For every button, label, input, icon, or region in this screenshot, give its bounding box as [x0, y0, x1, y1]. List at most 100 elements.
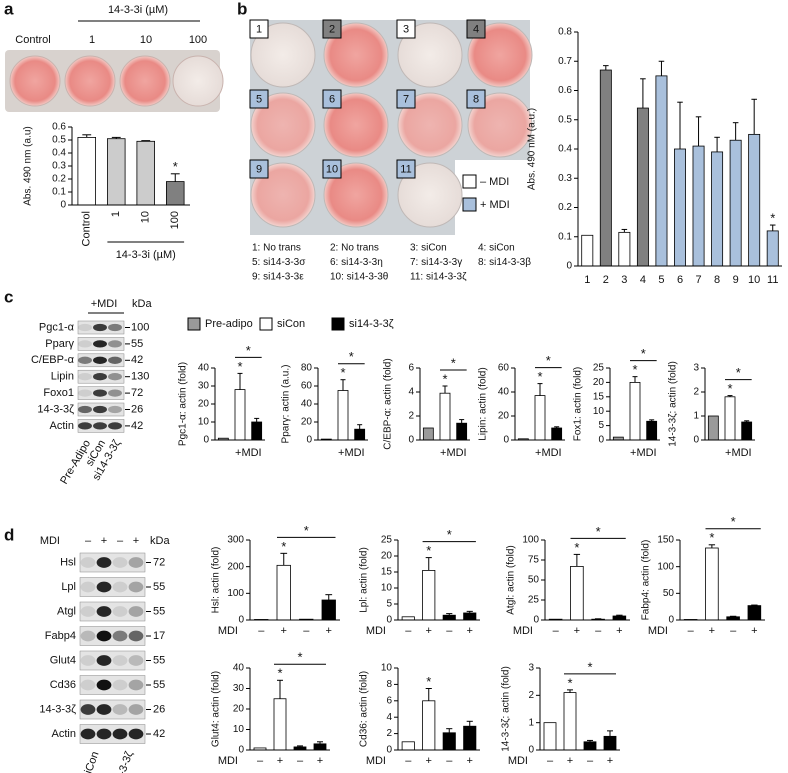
well — [64, 55, 116, 107]
y-tick-label: 20 — [498, 411, 510, 422]
bar — [251, 421, 263, 441]
y-tick-label: 25 — [528, 595, 540, 606]
bar — [534, 395, 546, 441]
bar — [583, 741, 597, 751]
protein-label: C/EBP-α — [31, 354, 75, 366]
error-bar — [277, 679, 283, 699]
significance-star: * — [304, 523, 309, 538]
kda-value: 55 — [153, 654, 165, 666]
kda-value: 55 — [153, 581, 165, 593]
treatment-label: +MDI — [91, 298, 118, 310]
y-tick-label: 0 — [386, 615, 392, 626]
kda-value: 55 — [153, 679, 165, 691]
blot-band — [96, 728, 112, 740]
y-tick-label: 0.4 — [52, 148, 66, 159]
significance-star: * — [736, 365, 741, 380]
significance-star: * — [587, 659, 592, 674]
y-tick-label: 15 — [381, 567, 393, 578]
plate-key: 5: si14-3-3σ — [252, 257, 306, 268]
significance-star: * — [596, 524, 601, 539]
y-tick-label: 0.8 — [558, 27, 572, 38]
y-tick-label: 0 — [533, 615, 539, 626]
error-bar — [280, 552, 288, 566]
bar — [748, 133, 761, 267]
y-tick-label: 50 — [528, 575, 540, 586]
bar — [354, 428, 366, 441]
protein-label: 14-3-3ζ — [39, 703, 76, 715]
x-tick-label: + — [467, 625, 473, 637]
y-tick-label: 0.5 — [52, 135, 66, 146]
well — [250, 162, 316, 228]
bar — [337, 390, 349, 441]
well-number: 7 — [403, 93, 409, 105]
significance-star: * — [537, 369, 542, 384]
y-tick-label: 150 — [657, 535, 674, 546]
well — [172, 55, 224, 107]
y-tick-label: 4 — [386, 712, 392, 723]
y-axis-label: Cd36: actin (fold) — [359, 671, 370, 747]
x-axis-label: 14-3-3i (µM) — [116, 249, 176, 261]
kda-value: 42 — [153, 728, 165, 740]
error-bar — [751, 604, 758, 606]
x-axis-label: MDI — [218, 755, 238, 767]
x-tick-label: 7 — [695, 274, 701, 286]
bar — [570, 566, 584, 621]
y-axis-label: Hsl: actin (fold) — [211, 547, 222, 614]
error-bar — [459, 419, 465, 424]
bar — [439, 392, 451, 441]
y-tick-label: 80 — [301, 363, 313, 374]
bar — [321, 599, 336, 621]
well-number-box — [396, 159, 416, 179]
bar — [674, 148, 686, 267]
x-tick-label: 6 — [677, 274, 683, 286]
x-tick-label: + — [326, 625, 332, 637]
kda-value: 72 — [153, 556, 165, 568]
well — [323, 162, 389, 228]
kda-value: 55 — [153, 605, 165, 617]
blot-band — [93, 389, 107, 397]
y-tick-label: 0 — [503, 435, 509, 446]
error-bar — [425, 688, 432, 701]
bar — [599, 69, 612, 267]
significance-star: * — [426, 543, 431, 558]
error-bar — [607, 730, 613, 737]
error-bar — [317, 741, 323, 744]
plate-key: 2: No trans — [330, 243, 379, 254]
x-tick-label: 10 — [140, 211, 152, 223]
blot-band — [78, 323, 92, 332]
plate-dose-label: 10 — [140, 34, 152, 46]
x-tick-label: 3 — [621, 274, 627, 286]
significance-star: * — [546, 353, 551, 368]
significance-star: * — [770, 210, 775, 225]
error-bar — [297, 745, 303, 747]
y-tick-label: 2 — [386, 728, 392, 739]
y-tick-label: 1 — [528, 717, 534, 728]
well-number-box — [396, 89, 416, 109]
blot-strip — [79, 577, 146, 597]
blot-band — [96, 606, 112, 617]
bar — [456, 422, 468, 441]
error-bar — [751, 98, 757, 135]
y-tick-label: 10 — [233, 724, 245, 735]
y-tick-label: 25 — [593, 363, 605, 374]
y-tick-label: 20 — [198, 399, 210, 410]
y-tick-label: 4 — [408, 387, 414, 398]
y-axis-label: Atgl: actin (fold) — [506, 545, 517, 614]
well — [119, 55, 171, 107]
plate-photo — [250, 20, 530, 235]
well-number-box — [249, 89, 269, 109]
well — [397, 92, 463, 158]
bar — [612, 615, 627, 621]
error-bar — [567, 689, 573, 693]
well-number: 2 — [329, 23, 335, 35]
well-number-box — [466, 89, 486, 109]
bar — [581, 234, 594, 267]
well-number-box — [322, 89, 342, 109]
well — [467, 92, 533, 158]
blot-strip — [79, 552, 146, 573]
x-tick-label: – — [405, 625, 412, 637]
error-bar — [573, 553, 581, 567]
error-bar — [714, 136, 720, 152]
plate-group-label: 14-3-3i (µM) — [108, 4, 168, 16]
x-tick-label: + — [567, 755, 573, 767]
